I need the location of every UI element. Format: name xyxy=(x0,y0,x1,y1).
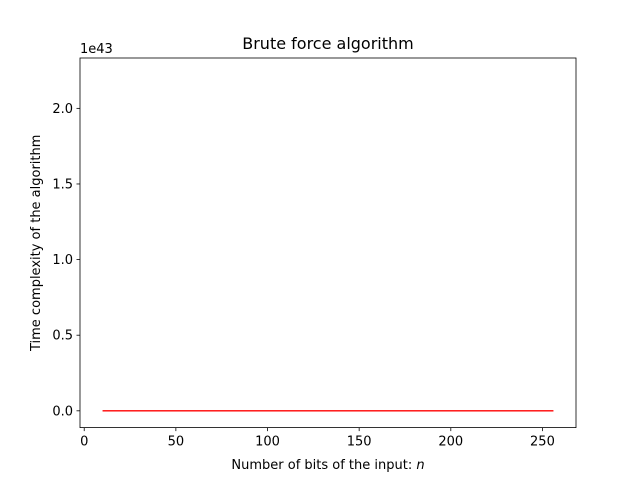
y-tick-label: 1.0 xyxy=(52,253,73,268)
y-tick-label: 1.5 xyxy=(52,177,73,192)
x-axis-label: Number of bits of the input: n xyxy=(231,458,424,473)
x-axis-label-text: Number of bits of the input: xyxy=(231,458,416,473)
x-tick-label: 100 xyxy=(255,435,280,450)
x-tick-label: 150 xyxy=(347,435,372,450)
y-axis-ticks: 0.0 0.5 1.0 1.5 2.0 xyxy=(52,102,80,419)
x-tick-label: 250 xyxy=(530,435,555,450)
y-tick-label: 0.5 xyxy=(52,329,73,344)
x-tick-label: 0 xyxy=(80,435,88,450)
y-tick-label: 2.0 xyxy=(52,102,73,117)
y-axis-label: Time complexity of the algorithm xyxy=(29,135,44,352)
chart-title: Brute force algorithm xyxy=(242,34,414,53)
x-axis-ticks: 0 50 100 150 200 250 xyxy=(80,427,555,450)
x-tick-label: 200 xyxy=(438,435,463,450)
plot-frame xyxy=(79,57,577,429)
x-tick-label: 50 xyxy=(168,435,185,450)
y-offset-label: 1e43 xyxy=(80,42,113,57)
y-tick-label: 0.0 xyxy=(52,404,73,419)
x-axis-label-variable: n xyxy=(416,458,424,473)
